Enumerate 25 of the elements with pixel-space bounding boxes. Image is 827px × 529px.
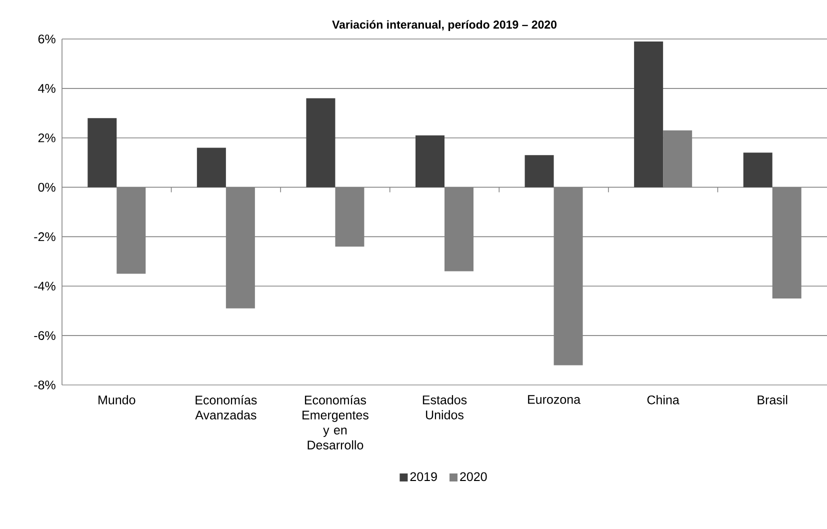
- bar: [88, 118, 117, 188]
- x-tick-label: Brasil: [758, 395, 788, 404]
- bar: [524, 155, 554, 188]
- bar: [634, 41, 664, 188]
- x-tick-label: Mundo: [98, 395, 136, 404]
- y-tick-label: -4%: [34, 282, 56, 291]
- x-tick-label: Economías Avanzadas: [195, 395, 257, 420]
- legend-label: 2019: [410, 472, 437, 482]
- y-tick-label: -2%: [34, 232, 56, 242]
- x-tick-label: Economías Emergentes y en Desarrollo: [302, 395, 368, 450]
- y-tick-label: -8%: [34, 380, 56, 390]
- bar: [416, 135, 445, 188]
- x-tick-label: China: [647, 395, 680, 404]
- legend-label: 2020: [460, 472, 487, 482]
- y-tick-label: 2%: [38, 133, 56, 142]
- y-tick-label: 4%: [38, 84, 56, 93]
- chart-title: Variación interanual, período 2019 – 2020: [332, 20, 557, 31]
- x-tick-label: Eurozona: [528, 395, 581, 404]
- y-tick-label: 0%: [38, 182, 56, 192]
- y-tick-label: 6%: [38, 34, 56, 44]
- x-tick-label: Estados Unidos: [422, 395, 467, 420]
- bar: [306, 98, 336, 188]
- bar: [743, 152, 772, 188]
- bar: [196, 148, 226, 188]
- y-tick-label: -6%: [34, 331, 56, 340]
